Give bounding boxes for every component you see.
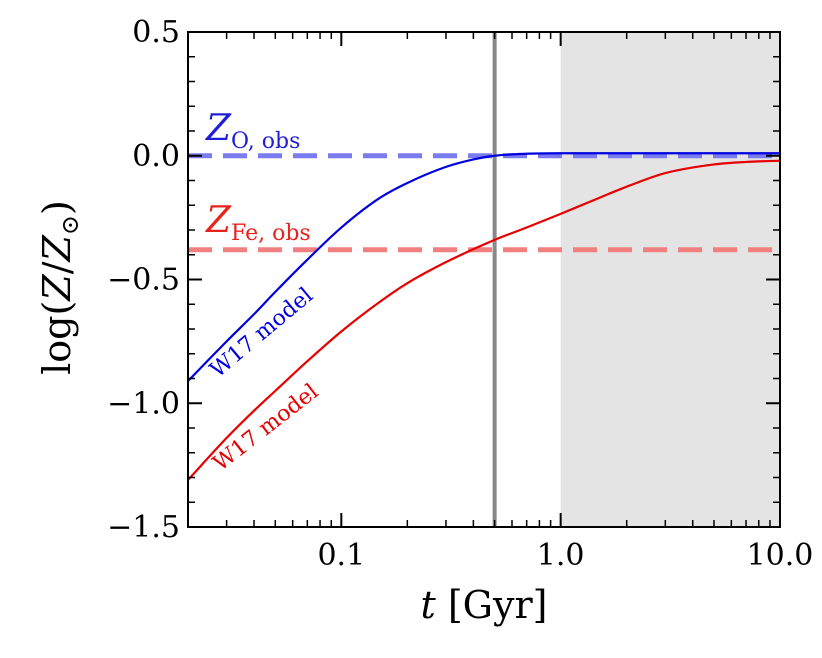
x-axis-label: t [Gyr] [421, 583, 548, 627]
ytick-label: −1.0 [107, 386, 180, 421]
model-curve-1 [188, 159, 780, 481]
model-curve-0 [188, 152, 780, 382]
series-label-1: W17 model [209, 379, 324, 476]
shaded-region [560, 32, 780, 527]
ytick-label: 0.0 [132, 139, 180, 174]
xtick-label: 0.1 [317, 538, 365, 573]
ytick-label: −0.5 [107, 263, 180, 298]
y-axis-label: log(Z/Z⊙) [35, 200, 84, 375]
obs-label-0: ZO, obs [205, 108, 300, 154]
obs-label-1: ZFe, obs [205, 200, 311, 246]
xtick-label: 10.0 [747, 538, 814, 573]
ytick-label: −1.5 [107, 510, 180, 545]
xtick-label: 1.0 [537, 538, 585, 573]
ytick-label: 0.5 [132, 15, 180, 50]
